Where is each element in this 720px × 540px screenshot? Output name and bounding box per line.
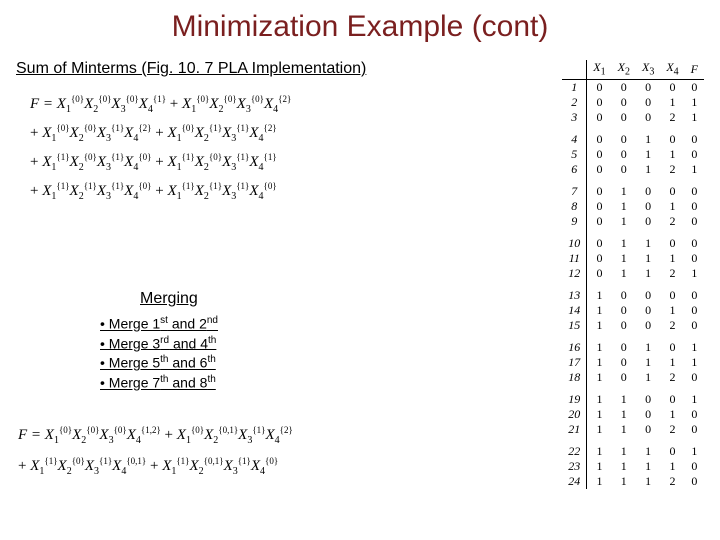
equation-merged: F = X1{0}X2{0}X3{0}X4{1,2} + X1{0}X2{0,1… [18,420,293,482]
subtitle: Sum of Minterms (Fig. 10. 7 PLA Implemen… [16,60,366,78]
truth-table: X1X2X3X4F1000002000113000214001005001106… [562,60,704,489]
merging-list: • Merge 1st and 2nd• Merge 3rd and 4th• … [100,315,218,394]
slide-title: Minimization Example (cont) [0,10,720,44]
equation-sum-of-minterms: F = X1{0}X2{0}X3{0}X4{1} + X1{0}X2{0}X3{… [30,90,291,206]
merging-heading: Merging [140,290,198,308]
